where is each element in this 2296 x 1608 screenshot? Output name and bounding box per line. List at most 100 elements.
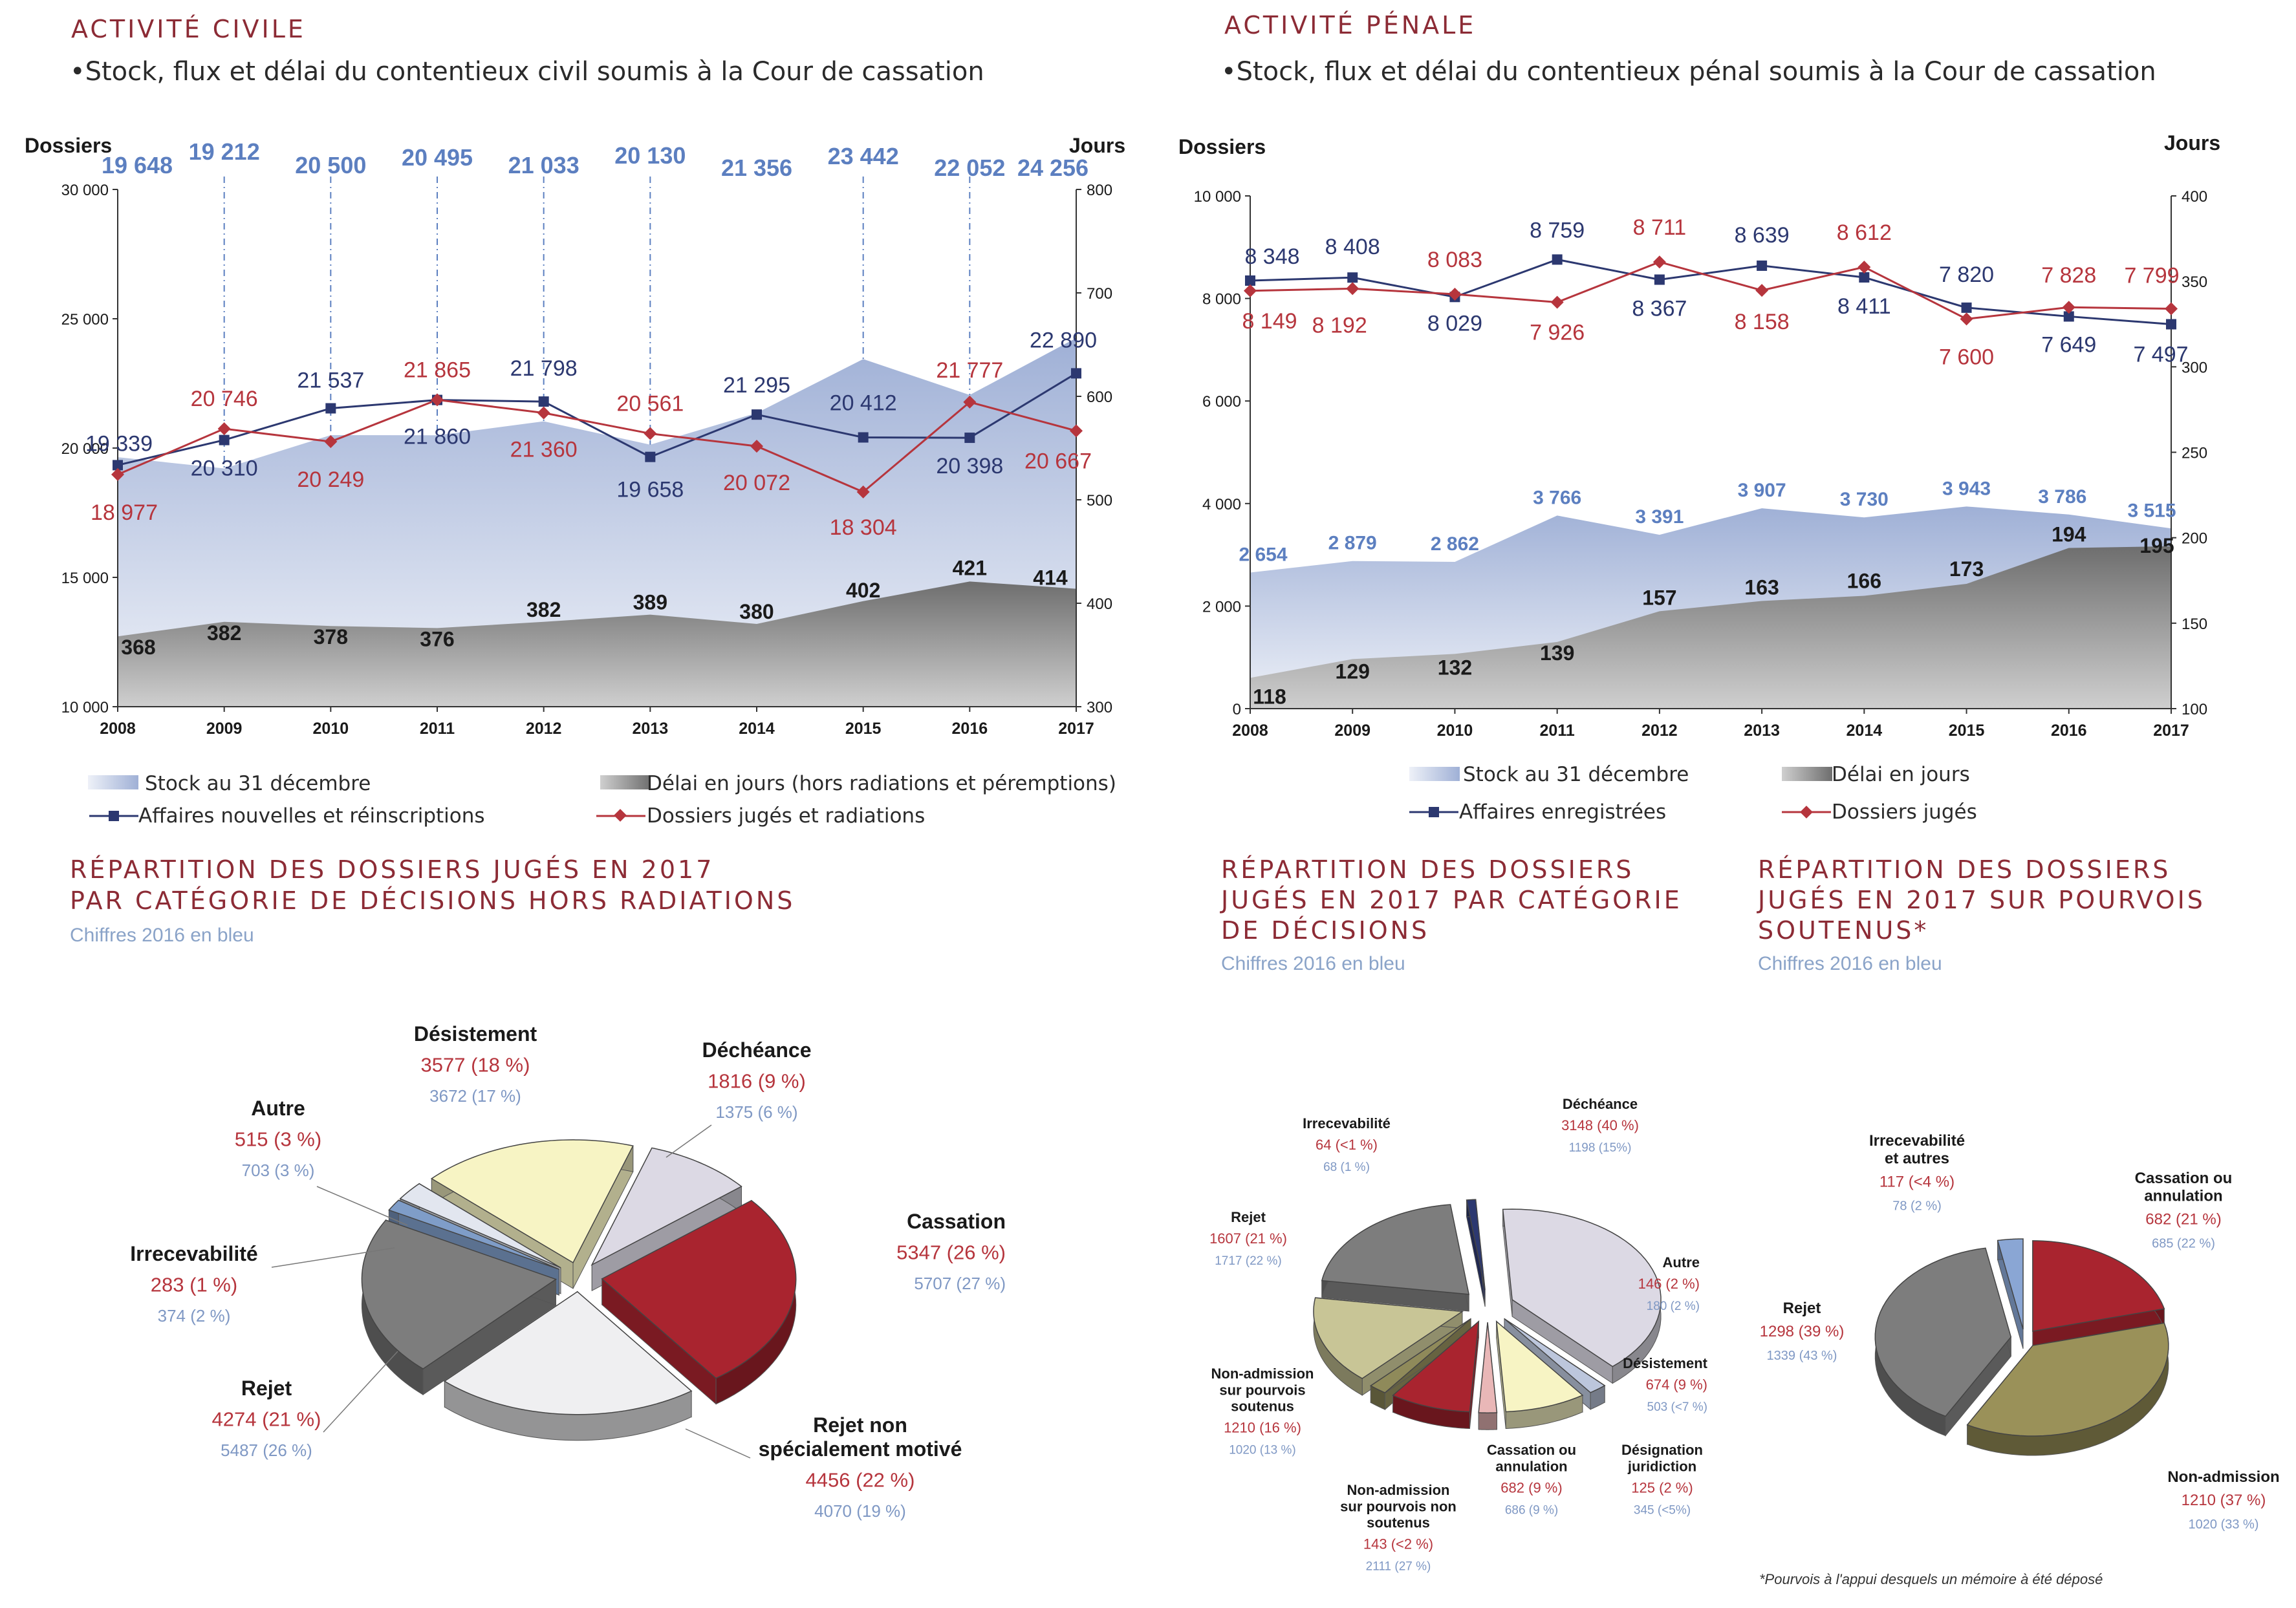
pie-label-rejet: Rejet 1298 (39 %) 1339 (43 %) bbox=[1760, 1300, 1845, 1363]
delay-label: 376 bbox=[420, 627, 454, 650]
delay-label: 380 bbox=[739, 600, 774, 623]
juges-point bbox=[431, 393, 444, 407]
nouvelles-point bbox=[752, 409, 762, 420]
stock-label: 3 786 bbox=[2038, 486, 2086, 508]
nouvelles-point bbox=[1654, 274, 1665, 285]
pie-slice-irrecevabilit-et-autres bbox=[1997, 1238, 2024, 1349]
pie-category-label: Rejet bbox=[1783, 1300, 1821, 1317]
pie-slice-rejet bbox=[1874, 1247, 2012, 1437]
pie-label-d-ch-ance: Déchéance 3148 (40 %) 1198 (15%) bbox=[1561, 1096, 1639, 1155]
pie-label-rejet: Rejet 4274 (21 %) 5487 (26 %) bbox=[212, 1351, 398, 1460]
pie-value-2016: 1020 (13 %) bbox=[1229, 1444, 1296, 1457]
juges-label: 18 304 bbox=[830, 515, 897, 540]
delay-label: 118 bbox=[1253, 685, 1286, 708]
delay-label: 173 bbox=[1949, 557, 1984, 581]
juges-line bbox=[1250, 261, 2172, 320]
nouvelles-line bbox=[1250, 258, 2172, 325]
pie-value-2017: 3148 (40 %) bbox=[1561, 1117, 1639, 1133]
pie-category-label: Rejet bbox=[241, 1377, 292, 1400]
pie-category-label: juridiction bbox=[1627, 1458, 1696, 1474]
pie-category-label: annulation bbox=[1495, 1458, 1567, 1474]
juges-label: 21 360 bbox=[510, 438, 578, 462]
legend-nouvelles-marker bbox=[109, 811, 119, 821]
right-tick-label: 300 bbox=[2182, 359, 2207, 376]
x-tick-label: 2013 bbox=[633, 720, 669, 738]
juges-label: 20 667 bbox=[1024, 449, 1092, 473]
juges-label: 21 777 bbox=[936, 358, 1003, 383]
pie-category-label: Non-admission bbox=[1347, 1482, 1450, 1498]
nouvelles-label: 8 639 bbox=[1735, 223, 1790, 248]
x-tick-label: 2008 bbox=[100, 720, 136, 738]
pie-value-2017: 4456 (22 %) bbox=[806, 1468, 915, 1491]
pie-value-2016: 685 (22 %) bbox=[2152, 1237, 2215, 1251]
right-tick-label: 150 bbox=[2182, 616, 2207, 633]
x-tick-label: 2015 bbox=[845, 720, 882, 738]
stock-label: 22 052 bbox=[934, 155, 1005, 181]
nouvelles-label: 21 537 bbox=[297, 369, 364, 393]
juges-point bbox=[856, 485, 870, 498]
civil-section-title: ACTIVITÉ CIVILE bbox=[71, 15, 306, 43]
pie-penal1-title-line2: JUGÉS EN 2017 PAR CATÉGORIE bbox=[1220, 886, 1682, 914]
legend-juges-marker bbox=[1800, 806, 1813, 819]
juges-label: 18 977 bbox=[91, 500, 158, 525]
pie-label-autre: Autre 515 (3 %) 703 (3 %) bbox=[235, 1097, 408, 1226]
pie-penal2-title-line3: SOUTENUS* bbox=[1758, 916, 1929, 945]
pie-value-2016: 345 (<5%) bbox=[1634, 1503, 1691, 1517]
nouvelles-label: 7 820 bbox=[1939, 263, 1994, 287]
nouvelles-point bbox=[645, 451, 656, 462]
pie-slice-rejet bbox=[1321, 1204, 1470, 1312]
pie-value-2017: 64 (<1 %) bbox=[1316, 1137, 1378, 1153]
nouvelles-label: 7 649 bbox=[2041, 332, 2096, 357]
pie-penal1-note: Chiffres 2016 en bleu bbox=[1221, 953, 1405, 974]
pie-category-label: soutenus bbox=[1367, 1515, 1430, 1531]
pie-value-2016: 1020 (33 %) bbox=[2189, 1517, 2259, 1532]
x-tick-label: 2011 bbox=[420, 720, 455, 738]
nouvelles-label: 19 339 bbox=[85, 431, 153, 456]
nouvelles-point bbox=[113, 460, 123, 471]
pie-value-2016: 503 (<7 %) bbox=[1647, 1400, 1707, 1414]
legend-delay-swatch bbox=[600, 775, 651, 789]
pie-value-2017: 674 (9 %) bbox=[1646, 1377, 1707, 1393]
left-tick-label: 10 000 bbox=[61, 699, 109, 716]
legend-juges-label: Dossiers jugés et radiations bbox=[647, 804, 925, 828]
x-tick-label: 2014 bbox=[1847, 722, 1883, 740]
pie-category-label: Rejet non bbox=[813, 1413, 907, 1437]
pie-value-2017: 143 (<2 %) bbox=[1363, 1536, 1433, 1552]
pie-value-2016: 5707 (27 %) bbox=[914, 1274, 1006, 1293]
pie-value-2017: 125 (2 %) bbox=[1631, 1479, 1693, 1495]
legend-delay-label: Délai en jours bbox=[1832, 763, 1970, 786]
stock-label: 3 907 bbox=[1738, 480, 1786, 501]
nouvelles-label: 22 890 bbox=[1030, 328, 1097, 352]
juges-label: 7 828 bbox=[2041, 263, 2096, 288]
stock-label: 19 212 bbox=[189, 138, 260, 165]
nouvelles-label: 20 310 bbox=[191, 456, 258, 481]
juges-point bbox=[2165, 302, 2178, 316]
stock-label: 19 648 bbox=[102, 152, 173, 178]
pie-slice-non-admission bbox=[1966, 1322, 2169, 1456]
x-tick-label: 2012 bbox=[526, 720, 562, 738]
pie-civil-title-line2: PAR CATÉGORIE DE DÉCISIONS HORS RADIATIO… bbox=[70, 886, 795, 915]
delay-area bbox=[118, 581, 1076, 707]
pie-value-2016: 5487 (26 %) bbox=[221, 1441, 312, 1460]
pie-penal1-title-line3: DE DÉCISIONS bbox=[1221, 916, 1429, 945]
footnote: *Pourvois à l'appui desquels un mémoire … bbox=[1759, 1571, 2103, 1587]
pie-value-2017: 1298 (39 %) bbox=[1760, 1323, 1845, 1340]
pie-label-irrecevabilit-: Irrecevabilité 64 (<1 %) 68 (1 %) bbox=[1303, 1115, 1391, 1174]
pie-slice-rejet-non-sp-cialement-motiv- bbox=[443, 1291, 693, 1441]
juges-point bbox=[1244, 284, 1257, 297]
pie-value-2017: 117 (<4 %) bbox=[1879, 1174, 1955, 1191]
x-tick-label: 2010 bbox=[313, 720, 349, 738]
pie-civil-note: Chiffres 2016 en bleu bbox=[70, 925, 254, 946]
x-tick-label: 2012 bbox=[1641, 722, 1678, 740]
juges-point bbox=[217, 422, 231, 436]
juges-label: 20 561 bbox=[616, 392, 684, 416]
pie-category-label: soutenus bbox=[1231, 1399, 1294, 1415]
nouvelles-point bbox=[1859, 272, 1870, 283]
x-tick-label: 2015 bbox=[1949, 722, 1985, 740]
pie-value-2017: 5347 (26 %) bbox=[896, 1241, 1006, 1264]
nouvelles-point bbox=[858, 432, 869, 443]
